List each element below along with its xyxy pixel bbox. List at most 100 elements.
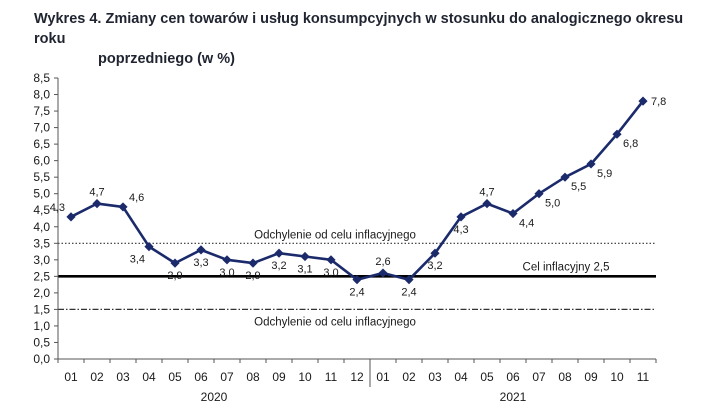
data-label: 5,5 [571, 181, 586, 193]
y-tick-label: 8,5 [33, 71, 50, 85]
data-label: 2,4 [349, 287, 364, 299]
data-label: 4,3 [453, 224, 468, 236]
data-point-marker [534, 189, 544, 199]
series-cpi [66, 96, 648, 285]
x-tick-label: 09 [272, 370, 286, 384]
data-point-marker [508, 208, 518, 219]
data-label: 2,9 [167, 270, 182, 282]
data-label: 3,0 [219, 267, 234, 279]
x-tick-label: 02 [90, 370, 104, 384]
data-label: 3,0 [323, 267, 338, 279]
data-point-marker [248, 258, 258, 268]
data-point-marker [404, 275, 414, 285]
data-label: 2,6 [375, 256, 390, 268]
y-tick-label: 7,5 [33, 104, 50, 118]
y-tick-label: 3,5 [33, 236, 50, 250]
x-tick-label: 05 [480, 370, 494, 384]
data-label: 3,1 [297, 264, 312, 276]
x-axis-ticks: 01 02 03 04 05 06 07 08 09 10 11 12 01 02 03 04 05 06 07 08… [57, 359, 657, 404]
x-tick-label: 07 [532, 370, 546, 384]
data-point-marker [222, 255, 232, 265]
y-tick-label: 6,5 [33, 137, 50, 151]
data-label: 4,7 [89, 187, 104, 199]
data-point-marker [456, 212, 466, 222]
lower-deviation-label: Odchylenie od celu inflacyjnego [254, 316, 416, 328]
x-tick-label: 06 [506, 370, 520, 384]
data-point-marker [66, 212, 76, 222]
year-label: 2021 [500, 390, 527, 404]
data-label: 5,0 [545, 198, 560, 210]
data-label: 3,2 [427, 260, 442, 272]
data-point-marker [352, 275, 362, 285]
x-tick-label: 09 [584, 370, 598, 384]
x-tick-label: 08 [246, 370, 260, 384]
y-axis-ticks: 0,0 0,5 1,0 1,5 2,0 2,5 3,0 3,5 4,0 4,5 5,0 5,5 6,0 6… [33, 71, 58, 366]
x-tick-label: 01 [376, 370, 390, 384]
chart-title-line2: poprzedniego (w %) [98, 51, 235, 67]
inflation-target-label: Cel inflacyjny 2,5 [523, 261, 610, 273]
data-label: 4,6 [129, 192, 144, 204]
y-tick-label: 7,0 [33, 121, 50, 135]
data-label: 4,4 [519, 218, 534, 230]
chart-axes [57, 78, 656, 360]
chart-title: Wykres 4. Zmiany cen towarów i usług kon… [34, 9, 714, 69]
data-point-marker [482, 199, 492, 209]
series-line [70, 100, 645, 282]
y-tick-label: 2,5 [33, 269, 50, 283]
chart-title-line1: Wykres 4. Zmiany cen towarów i usług kon… [34, 11, 684, 47]
x-tick-label: 04 [454, 370, 468, 384]
data-label: 2,4 [401, 287, 416, 299]
data-label: 6,8 [623, 138, 638, 150]
x-tick-label: 10 [298, 370, 312, 384]
data-label: 5,9 [597, 168, 612, 180]
y-tick-label: 5,0 [33, 187, 50, 201]
y-tick-label: 1,5 [33, 302, 50, 316]
data-point-marker [196, 245, 206, 255]
data-label: 4,7 [479, 187, 494, 199]
x-tick-label: 06 [194, 370, 208, 384]
data-point-marker [144, 242, 154, 252]
x-tick-label: 08 [558, 370, 572, 384]
data-label: 3,4 [130, 254, 145, 266]
data-label: 3,3 [193, 257, 208, 269]
x-tick-label: 03 [428, 370, 442, 384]
year-label: 2020 [201, 390, 228, 404]
data-point-marker [430, 248, 440, 258]
x-tick-label: 03 [116, 370, 130, 384]
y-tick-label: 5,5 [33, 170, 50, 184]
x-tick-label: 10 [610, 370, 624, 384]
data-point-marker [118, 202, 128, 212]
y-tick-label: 1,0 [33, 319, 50, 333]
y-tick-label: 4,5 [33, 203, 50, 217]
x-tick-label: 11 [637, 370, 650, 384]
data-point-marker [326, 255, 336, 265]
x-tick-label: 11 [325, 370, 338, 384]
upper-deviation-label: Odchylenie od celu inflacyjnego [254, 229, 416, 241]
data-point-marker [92, 199, 102, 209]
y-tick-label: 0,0 [33, 352, 50, 366]
y-tick-label: 4,0 [33, 220, 50, 234]
data-labels: 4,3 4,7 4,6 3,4 2,9 3,3 3,0 2,9 3,2 3,1 3,0 2,4 2,6 2… [50, 96, 667, 299]
y-tick-label: 6,0 [33, 154, 50, 168]
data-point-marker [560, 172, 570, 182]
y-tick-label: 0,5 [33, 335, 50, 349]
data-point-marker [170, 258, 180, 268]
data-label: 4,3 [50, 202, 65, 214]
data-point-marker [300, 251, 310, 262]
x-tick-label: 12 [350, 370, 364, 384]
x-tick-label: 05 [168, 370, 182, 384]
data-point-marker [378, 268, 388, 278]
data-point-marker [612, 129, 622, 139]
data-point-marker [586, 159, 596, 169]
x-tick-label: 04 [142, 370, 156, 384]
x-tick-label: 02 [402, 370, 416, 384]
data-point-marker [274, 248, 284, 258]
y-tick-label: 8,0 [33, 88, 50, 102]
data-label: 2,9 [245, 270, 260, 282]
data-point-marker [638, 96, 648, 106]
x-tick-label: 01 [64, 370, 78, 384]
data-label: 7,8 [651, 96, 666, 108]
y-tick-label: 3,0 [33, 253, 50, 267]
data-label: 3,2 [271, 260, 286, 272]
